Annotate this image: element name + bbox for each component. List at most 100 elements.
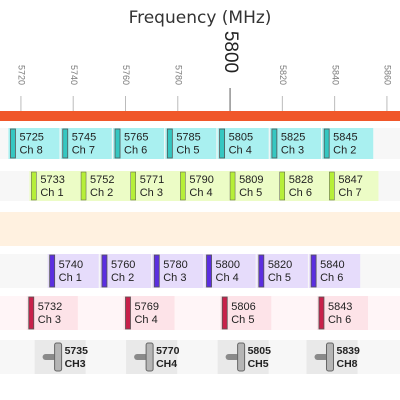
- channel-freq: 5847: [338, 174, 362, 186]
- channel-freq: 5735: [65, 345, 89, 357]
- channel-span: [29, 171, 81, 201]
- channel-freq: 5806: [231, 301, 255, 313]
- channel-marker: [258, 254, 265, 288]
- channel-label: Ch 3: [163, 272, 186, 284]
- row-3: 5705Ch 1: [0, 212, 400, 246]
- channel-freq: 5805: [248, 345, 272, 357]
- channel-label: Ch 1: [40, 187, 63, 199]
- channel-freq: 5752: [90, 174, 114, 186]
- channel-marker: [221, 296, 228, 330]
- channel-label: Ch 6: [320, 272, 343, 284]
- channel-span: [327, 171, 379, 201]
- channel-freq: 5839: [336, 345, 360, 357]
- tick-label: 5860: [383, 65, 393, 85]
- tick-label: 5760: [121, 65, 131, 85]
- channel-span: [220, 296, 272, 330]
- channel-marker: [80, 171, 87, 201]
- channel-span: [322, 128, 374, 159]
- channel-freq: 5771: [140, 174, 164, 186]
- channel-span: [165, 128, 217, 159]
- channel-freq: 5790: [189, 174, 213, 186]
- channel-marker: [318, 296, 325, 330]
- channel-span: [309, 254, 361, 288]
- channel-label: Ch 5: [231, 314, 254, 326]
- channel-span: [204, 254, 256, 288]
- chart-title: Frequency (MHz): [129, 8, 272, 28]
- channel-freq: 5770: [156, 345, 180, 357]
- channel-span: [99, 254, 152, 288]
- channel-marker: [145, 342, 154, 372]
- channel-freq: 5809: [239, 174, 263, 186]
- channel-label: Ch 6: [124, 145, 147, 157]
- channel-span: [256, 254, 308, 288]
- orange-axis-bar: [0, 111, 400, 121]
- channel-connector: [134, 354, 149, 360]
- channel-label: Ch 4: [189, 187, 212, 199]
- channel-freq: 5733: [40, 174, 64, 186]
- channel-marker: [153, 254, 160, 288]
- channel-freq: 5765: [124, 132, 148, 144]
- channel-marker: [130, 171, 136, 201]
- channel-freq: 5805: [229, 132, 253, 144]
- channel-span: [277, 171, 329, 201]
- channel-span: [178, 171, 230, 201]
- channel-connector: [42, 354, 57, 360]
- channel-marker: [310, 254, 317, 288]
- channel-label: Ch 7: [338, 187, 361, 199]
- channel-span: [60, 128, 112, 159]
- channel-span: [26, 296, 78, 330]
- channel-marker: [180, 171, 186, 201]
- channel-marker: [229, 171, 236, 201]
- channel-label: Ch 4: [216, 272, 239, 284]
- tick-label: 5720: [17, 65, 27, 85]
- channel-span: [128, 171, 180, 201]
- channel-label: CH3: [65, 358, 86, 370]
- channel-label: Ch 1: [59, 272, 82, 284]
- channel-freq: 5732: [38, 301, 62, 313]
- channel-label: Ch 5: [176, 145, 199, 157]
- channel-marker: [323, 128, 330, 159]
- channel-marker: [49, 254, 56, 288]
- channel-label: Ch 2: [90, 187, 113, 199]
- channel-span: [8, 128, 60, 159]
- channel-span: [269, 128, 321, 159]
- channel-freq: 5725: [19, 132, 43, 144]
- channel-marker: [125, 296, 131, 330]
- channel-label: CH8: [336, 358, 357, 370]
- tick-label: 5820: [278, 65, 288, 85]
- channel-span: [123, 296, 175, 330]
- channel-span: [217, 128, 269, 159]
- channel-connector: [225, 354, 240, 360]
- channel-freq: 5845: [333, 132, 357, 144]
- channel-freq: 5820: [268, 259, 292, 271]
- channel-span: [316, 296, 369, 330]
- channel-marker: [279, 171, 285, 201]
- channel-marker: [54, 342, 63, 372]
- tick-label: 5740: [69, 65, 79, 85]
- tick-label: 5800: [220, 31, 241, 73]
- tick-label: 5780: [173, 65, 183, 85]
- channel-marker: [206, 254, 212, 288]
- channel-label: CH4: [156, 358, 177, 370]
